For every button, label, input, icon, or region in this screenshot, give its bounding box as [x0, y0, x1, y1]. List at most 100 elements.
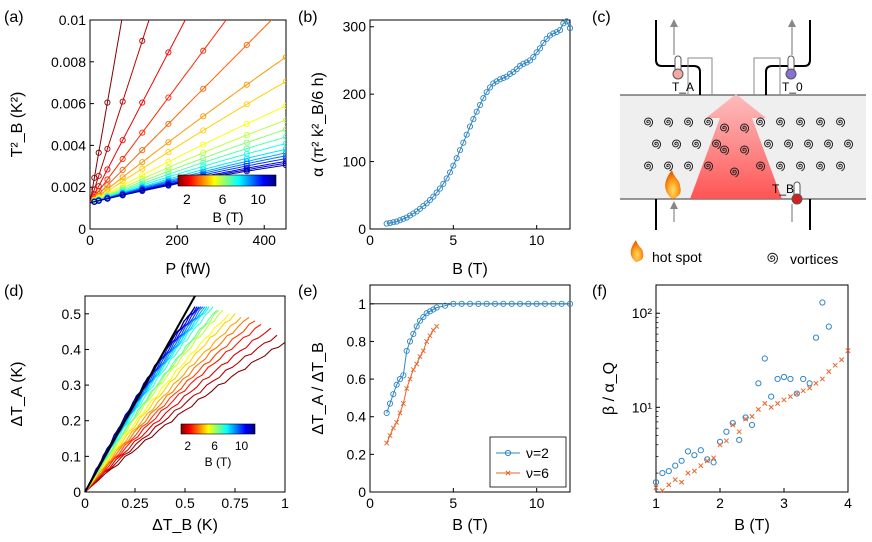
d-ylabel: ΔT_A (K) [9, 362, 26, 427]
e-data-point [458, 300, 465, 307]
b-data-point [543, 35, 550, 42]
e-data-point [516, 300, 524, 307]
f-data-point [845, 348, 851, 354]
b-data-point [466, 123, 474, 130]
a-data-point [119, 137, 126, 144]
f-data-point [659, 488, 665, 494]
label-TA: T_A [672, 80, 694, 94]
legend-hot-spot: hot spot [652, 249, 702, 265]
vortex-icon [730, 167, 739, 178]
b-data-point [423, 200, 430, 207]
a-data-point [119, 192, 126, 199]
f-data-point [691, 452, 698, 459]
f-axes-frame [655, 284, 849, 493]
f-data-point [697, 447, 704, 454]
vortex-icon [692, 139, 701, 150]
a-data-point [165, 94, 172, 101]
f-data-point [825, 323, 832, 330]
arrowhead-bottom [670, 201, 678, 209]
e-series-line [386, 326, 438, 444]
e-data-point [500, 300, 507, 307]
f-data-point [755, 406, 761, 412]
f-data-point [832, 362, 838, 368]
f-data-point [819, 376, 825, 382]
b-data-point [433, 189, 440, 196]
a-data-point [139, 99, 146, 106]
device-schematic: T_A T_0 T_B hot spot vortices [620, 19, 866, 267]
e-data-point [483, 300, 490, 307]
b-data-point [430, 193, 437, 200]
a-xtick-label: 200 [165, 232, 189, 248]
f-data-point [826, 368, 832, 375]
b-xtick-label: 5 [449, 232, 457, 248]
e-data-point [410, 367, 416, 373]
arrowhead-up-left [670, 19, 678, 27]
a-data-point [165, 164, 172, 171]
e-data-point [427, 333, 433, 339]
b-data-point [463, 131, 470, 138]
d-series-line [84, 306, 214, 493]
b-data-point [403, 214, 410, 221]
a-colorbar [177, 174, 277, 187]
a-data-point [119, 98, 126, 105]
e-data-point [558, 300, 565, 307]
a-data-point [282, 160, 286, 167]
a-data-point [282, 155, 286, 162]
f-xtick-label: 3 [780, 495, 788, 511]
a-data-point [119, 174, 126, 181]
a-data-point [91, 198, 98, 205]
f-data-point [768, 393, 775, 400]
e-xtick-label: 10 [529, 495, 545, 511]
b-data-point [550, 30, 557, 37]
a-series-line [90, 56, 286, 204]
d-colorbar-tick: 6 [211, 439, 218, 453]
e-data-point [390, 391, 397, 398]
e-xlabel: B (T) [452, 517, 488, 534]
e-data-point [403, 347, 410, 354]
vortex-icon [720, 123, 729, 134]
e-legend-label: ν=6 [526, 465, 549, 481]
b-data-point [470, 116, 477, 123]
e-data-point [410, 330, 417, 337]
b-data-point [536, 45, 544, 52]
d-series-line [84, 309, 218, 493]
b-xlabel: B (T) [452, 261, 488, 278]
a-data-point [104, 176, 111, 183]
e-ytick-label: 0.8 [347, 333, 367, 349]
b-data-point [453, 155, 460, 162]
b-data-point [553, 29, 560, 36]
a-data-point [165, 120, 172, 127]
d-ytick-label: 0.2 [62, 413, 82, 429]
legend-flame-icon [630, 240, 644, 262]
vortex-icon [756, 117, 765, 128]
b-xtick-label: 10 [529, 232, 545, 248]
f-data-point [665, 467, 672, 475]
f-data-point [787, 375, 794, 383]
f-xtick-label: 4 [844, 495, 852, 511]
a-colorbar-label: B (T) [212, 209, 243, 225]
f-data-point [652, 479, 660, 486]
a-xlabel: P (fW) [165, 261, 210, 278]
e-ytick-label: 0.6 [347, 371, 367, 387]
a-data-point [104, 166, 111, 173]
vortex-icon [836, 161, 845, 172]
e-legend-marker [504, 449, 512, 457]
legend-vortex-icon [767, 252, 778, 265]
d-colorbar-label: B (T) [205, 455, 232, 469]
d-ytick-label: 0.4 [62, 341, 82, 357]
e-data-point [386, 400, 394, 407]
d-xtick-label: 0.25 [121, 495, 148, 511]
f-data-point [672, 462, 679, 469]
vortex-icon [784, 139, 793, 150]
f-data-point [736, 429, 742, 435]
b-data-point [530, 54, 537, 61]
b-data-point [540, 39, 547, 46]
legend-vortex-spiral [767, 252, 778, 265]
d-series-line [84, 316, 250, 493]
e-data-point [406, 338, 414, 345]
b-data-point [556, 27, 564, 34]
f-data-point [704, 456, 711, 463]
e-data-point [414, 361, 420, 367]
a-data-point [282, 146, 286, 153]
